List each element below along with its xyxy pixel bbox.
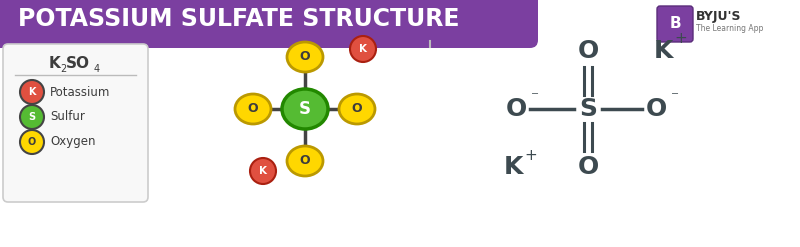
Text: K: K — [28, 87, 36, 97]
Text: SO: SO — [66, 57, 90, 71]
Text: 2: 2 — [60, 64, 66, 74]
Text: Potassium: Potassium — [50, 85, 110, 99]
Text: ⁻: ⁻ — [671, 89, 679, 104]
Ellipse shape — [287, 42, 323, 72]
FancyBboxPatch shape — [3, 44, 148, 202]
FancyBboxPatch shape — [0, 0, 538, 48]
Text: BYJU'S: BYJU'S — [696, 11, 742, 23]
Text: +: + — [525, 147, 538, 163]
Text: O: O — [248, 103, 258, 116]
Text: ⁻: ⁻ — [531, 89, 539, 104]
Text: O: O — [300, 155, 310, 167]
Text: Sulfur: Sulfur — [50, 110, 85, 124]
Text: S: S — [579, 97, 597, 121]
Text: The Learning App: The Learning App — [696, 24, 763, 34]
Text: B: B — [669, 17, 681, 32]
FancyBboxPatch shape — [657, 6, 693, 42]
Circle shape — [350, 36, 376, 62]
Text: O: O — [352, 103, 362, 116]
Ellipse shape — [339, 94, 375, 124]
Text: O: O — [28, 137, 36, 147]
Text: 4: 4 — [94, 64, 100, 74]
Text: O: O — [646, 97, 666, 121]
Text: Oxygen: Oxygen — [50, 136, 95, 148]
Text: O: O — [578, 155, 598, 179]
Bar — [0, 0, 30, 40]
Text: S: S — [299, 100, 311, 118]
Text: POTASSIUM SULFATE STRUCTURE: POTASSIUM SULFATE STRUCTURE — [18, 7, 459, 31]
Text: K: K — [259, 166, 267, 176]
Text: O: O — [578, 39, 598, 63]
Bar — [0, 0, 530, 32]
Ellipse shape — [282, 89, 328, 129]
Circle shape — [20, 80, 44, 104]
Text: S: S — [29, 112, 35, 122]
Circle shape — [20, 130, 44, 154]
Ellipse shape — [287, 146, 323, 176]
Text: K: K — [654, 39, 673, 63]
Text: K: K — [359, 44, 367, 54]
Ellipse shape — [235, 94, 271, 124]
Text: +: + — [674, 32, 687, 46]
Circle shape — [250, 158, 276, 184]
Text: O: O — [506, 97, 526, 121]
Text: K: K — [503, 155, 522, 179]
Text: K: K — [49, 57, 61, 71]
Circle shape — [20, 105, 44, 129]
Text: O: O — [300, 50, 310, 63]
